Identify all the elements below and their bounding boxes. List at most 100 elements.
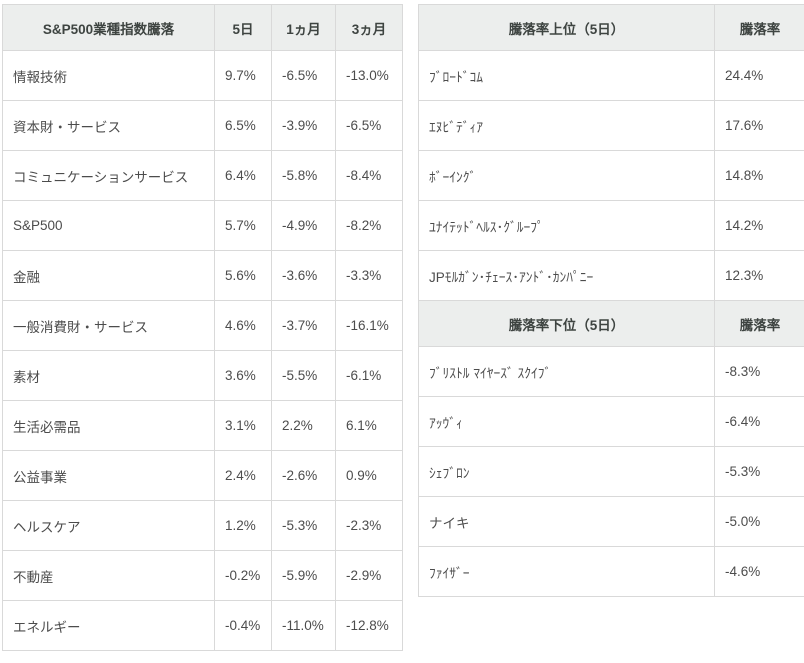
- change-pct-cell: -4.6%: [714, 546, 804, 597]
- gainer-row: ﾕﾅｲﾃｯﾄﾞﾍﾙｽ･ｸﾞﾙｰﾌﾟ 14.2%: [418, 200, 804, 251]
- change-pct-cell: 14.8%: [714, 150, 804, 201]
- pct-3m-cell: -8.2%: [335, 200, 403, 251]
- pct-1m-cell: -3.9%: [271, 100, 336, 151]
- stock-name-cell: ﾎﾞｰｲﾝｸﾞ: [418, 150, 715, 201]
- pct-5d-cell: 2.4%: [214, 450, 272, 501]
- sector-row: 公益事業 2.4% -2.6% 0.9%: [2, 450, 403, 501]
- loser-row: ナイキ -5.0%: [418, 496, 804, 547]
- sector-name-cell: ヘルスケア: [2, 500, 215, 551]
- stock-name-cell: ﾌｧｲｻﾞｰ: [418, 546, 715, 597]
- pct-1m-cell: -5.5%: [271, 350, 336, 401]
- stock-name-cell: ﾌﾞﾛｰﾄﾞｺﾑ: [418, 50, 715, 101]
- change-pct-cell: -5.3%: [714, 446, 804, 497]
- sector-row: エネルギー -0.4% -11.0% -12.8%: [2, 600, 403, 651]
- sector-row: ヘルスケア 1.2% -5.3% -2.3%: [2, 500, 403, 551]
- losers-header-row: 騰落率下位（5日） 騰落率: [418, 300, 804, 347]
- pct-1m-cell: -6.5%: [271, 50, 336, 101]
- stock-name-cell: ｱｯｳﾞｨ: [418, 396, 715, 447]
- sector-name-cell: S&P500: [2, 200, 215, 251]
- sector-index-table: S&P500業種指数騰落 5日 1ヵ月 3ヵ月 情報技術 9.7% -6.5% …: [2, 4, 403, 651]
- loser-row: ｼｪﾌﾞﾛﾝ -5.3%: [418, 446, 804, 497]
- pct-3m-cell: -6.5%: [335, 100, 403, 151]
- pct-3m-cell: -12.8%: [335, 600, 403, 651]
- change-pct-cell: 24.4%: [714, 50, 804, 101]
- stock-name-cell: ｼｪﾌﾞﾛﾝ: [418, 446, 715, 497]
- col-header-5d: 5日: [214, 4, 272, 51]
- pct-5d-cell: 5.7%: [214, 200, 272, 251]
- pct-3m-cell: 6.1%: [335, 400, 403, 451]
- gainers-table-title: 騰落率上位（5日）: [418, 4, 715, 51]
- pct-5d-cell: 6.4%: [214, 150, 272, 201]
- gainer-row: ｴﾇﾋﾞﾃﾞｨｱ 17.6%: [418, 100, 804, 151]
- pct-1m-cell: -5.3%: [271, 500, 336, 551]
- sector-name-cell: 一般消費財・サービス: [2, 300, 215, 351]
- pct-1m-cell: -3.6%: [271, 250, 336, 301]
- pct-1m-cell: 2.2%: [271, 400, 336, 451]
- col-header-1m: 1ヵ月: [271, 4, 336, 51]
- stock-name-cell: ﾌﾞﾘｽﾄﾙ ﾏｲﾔｰｽﾞ ｽｸｲﾌﾞ: [418, 346, 715, 397]
- gainer-row: ﾌﾞﾛｰﾄﾞｺﾑ 24.4%: [418, 50, 804, 101]
- pct-5d-cell: 1.2%: [214, 500, 272, 551]
- pct-5d-cell: 3.6%: [214, 350, 272, 401]
- loser-row: ﾌｧｲｻﾞｰ -4.6%: [418, 546, 804, 597]
- sector-name-cell: 資本財・サービス: [2, 100, 215, 151]
- stock-name-cell: ﾕﾅｲﾃｯﾄﾞﾍﾙｽ･ｸﾞﾙｰﾌﾟ: [418, 200, 715, 251]
- pct-5d-cell: 3.1%: [214, 400, 272, 451]
- pct-1m-cell: -11.0%: [271, 600, 336, 651]
- sector-row: 一般消費財・サービス 4.6% -3.7% -16.1%: [2, 300, 403, 351]
- losers-table-title: 騰落率下位（5日）: [418, 300, 715, 347]
- pct-5d-cell: 4.6%: [214, 300, 272, 351]
- sector-name-cell: 生活必需品: [2, 400, 215, 451]
- sector-name-cell: 公益事業: [2, 450, 215, 501]
- sector-name-cell: コミュニケーションサービス: [2, 150, 215, 201]
- pct-1m-cell: -2.6%: [271, 450, 336, 501]
- pct-5d-cell: -0.4%: [214, 600, 272, 651]
- movers-table: 騰落率上位（5日） 騰落率 ﾌﾞﾛｰﾄﾞｺﾑ 24.4% ｴﾇﾋﾞﾃﾞｨｱ 17…: [418, 4, 804, 597]
- pct-3m-cell: -8.4%: [335, 150, 403, 201]
- sector-row: 資本財・サービス 6.5% -3.9% -6.5%: [2, 100, 403, 151]
- losers-value-header: 騰落率: [714, 300, 804, 347]
- sector-row: 不動産 -0.2% -5.9% -2.9%: [2, 550, 403, 601]
- sector-name-cell: 素材: [2, 350, 215, 401]
- col-header-3m: 3ヵ月: [335, 4, 403, 51]
- pct-1m-cell: -4.9%: [271, 200, 336, 251]
- pct-3m-cell: -2.3%: [335, 500, 403, 551]
- change-pct-cell: -5.0%: [714, 496, 804, 547]
- gainer-row: JPﾓﾙｶﾞﾝ･ﾁｪｰｽ･ｱﾝﾄﾞ･ｶﾝﾊﾟﾆｰ 12.3%: [418, 250, 804, 301]
- pct-3m-cell: 0.9%: [335, 450, 403, 501]
- pct-5d-cell: 6.5%: [214, 100, 272, 151]
- stock-name-cell: ナイキ: [418, 496, 715, 547]
- pct-3m-cell: -13.0%: [335, 50, 403, 101]
- sector-table-title: S&P500業種指数騰落: [2, 4, 215, 51]
- sector-header-row: S&P500業種指数騰落 5日 1ヵ月 3ヵ月: [2, 4, 403, 51]
- sector-row: 金融 5.6% -3.6% -3.3%: [2, 250, 403, 301]
- pct-5d-cell: 5.6%: [214, 250, 272, 301]
- change-pct-cell: 14.2%: [714, 200, 804, 251]
- stock-name-cell: ｴﾇﾋﾞﾃﾞｨｱ: [418, 100, 715, 151]
- gainer-row: ﾎﾞｰｲﾝｸﾞ 14.8%: [418, 150, 804, 201]
- change-pct-cell: 12.3%: [714, 250, 804, 301]
- sector-row: S&P500 5.7% -4.9% -8.2%: [2, 200, 403, 251]
- sector-row: 生活必需品 3.1% 2.2% 6.1%: [2, 400, 403, 451]
- pct-1m-cell: -5.9%: [271, 550, 336, 601]
- sector-name-cell: 不動産: [2, 550, 215, 601]
- gainers-header-row: 騰落率上位（5日） 騰落率: [418, 4, 804, 51]
- pct-3m-cell: -6.1%: [335, 350, 403, 401]
- pct-3m-cell: -16.1%: [335, 300, 403, 351]
- pct-5d-cell: -0.2%: [214, 550, 272, 601]
- change-pct-cell: -6.4%: [714, 396, 804, 447]
- sector-name-cell: 金融: [2, 250, 215, 301]
- loser-row: ﾌﾞﾘｽﾄﾙ ﾏｲﾔｰｽﾞ ｽｸｲﾌﾞ -8.3%: [418, 346, 804, 397]
- pct-1m-cell: -3.7%: [271, 300, 336, 351]
- loser-row: ｱｯｳﾞｨ -6.4%: [418, 396, 804, 447]
- pct-1m-cell: -5.8%: [271, 150, 336, 201]
- change-pct-cell: -8.3%: [714, 346, 804, 397]
- sector-row: コミュニケーションサービス 6.4% -5.8% -8.4%: [2, 150, 403, 201]
- sector-name-cell: 情報技術: [2, 50, 215, 101]
- change-pct-cell: 17.6%: [714, 100, 804, 151]
- sector-row: 素材 3.6% -5.5% -6.1%: [2, 350, 403, 401]
- sector-name-cell: エネルギー: [2, 600, 215, 651]
- sector-row: 情報技術 9.7% -6.5% -13.0%: [2, 50, 403, 101]
- pct-5d-cell: 9.7%: [214, 50, 272, 101]
